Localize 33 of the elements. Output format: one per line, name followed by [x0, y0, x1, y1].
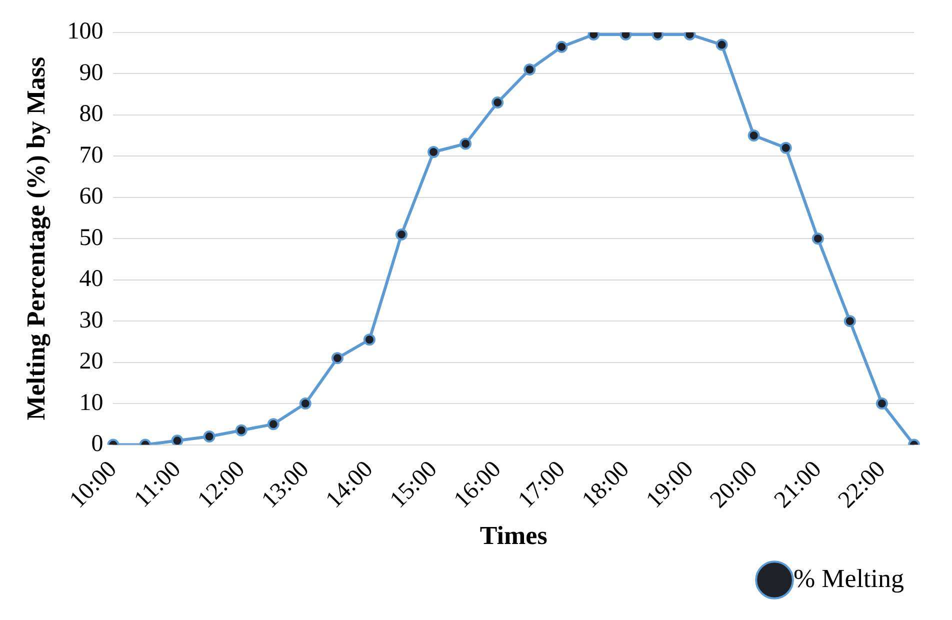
point — [492, 96, 504, 109]
point — [780, 142, 792, 154]
legend-label: % Melting — [794, 564, 904, 593]
point — [267, 418, 280, 430]
y-tick-label: 40 — [79, 266, 104, 292]
y-tick-label: 60 — [79, 184, 104, 210]
y-tick-label: 50 — [79, 224, 104, 251]
y-tick-label: 30 — [79, 307, 104, 334]
point — [428, 146, 440, 158]
point — [235, 424, 248, 436]
point — [524, 64, 536, 76]
point — [331, 352, 344, 364]
point — [299, 398, 312, 410]
point — [812, 232, 824, 245]
point — [171, 434, 184, 445]
point — [460, 138, 472, 150]
point — [363, 334, 376, 346]
point — [203, 430, 216, 443]
point — [395, 228, 408, 240]
y-tick-label: 100 — [67, 18, 104, 45]
point — [844, 315, 856, 328]
point — [556, 40, 568, 53]
y-axis-title: Melting Percentage (%) by Mass — [21, 56, 50, 420]
point — [748, 129, 760, 142]
y-tick-label: 10 — [79, 390, 104, 416]
y-tick-label: 0 — [91, 431, 104, 458]
x-axis-title: Times — [480, 521, 548, 550]
y-tick-label: 70 — [79, 142, 104, 168]
point — [876, 398, 888, 410]
y-tick-label: 90 — [79, 60, 104, 86]
y-tick-label: 20 — [79, 348, 104, 375]
y-tick-label: 80 — [79, 101, 104, 128]
point — [716, 38, 728, 51]
